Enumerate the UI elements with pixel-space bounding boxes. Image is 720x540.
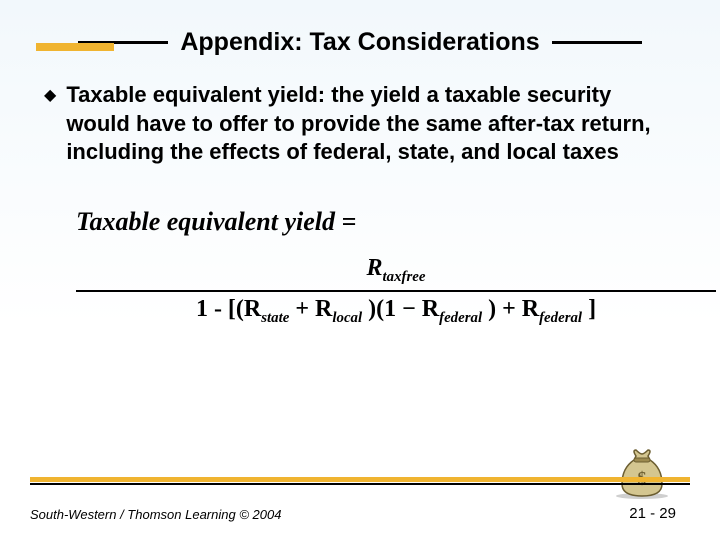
formula-denominator: 1 - [(Rstate + Rlocal )(1 − Rfederal ) +…: [196, 292, 596, 327]
den-sub-fed2: federal: [539, 309, 582, 325]
den-part-2: + R: [289, 296, 332, 322]
formula-fraction: Rtaxfree 1 - [(Rstate + Rlocal )(1 − Rfe…: [76, 255, 716, 327]
diamond-bullet-icon: ◆: [44, 81, 56, 109]
den-part-3: )(1 − R: [362, 296, 439, 322]
formula-numerator: Rtaxfree: [367, 255, 426, 290]
bullet-item: ◆ Taxable equivalent yield: the yield a …: [44, 81, 676, 167]
footer-gold-rule: [30, 477, 690, 482]
bullet-text: Taxable equivalent yield: the yield a ta…: [66, 81, 676, 167]
title-rule-right: [552, 41, 642, 44]
numerator-sub: taxfree: [383, 269, 426, 285]
den-sub-local: local: [332, 309, 362, 325]
den-part-5: ]: [582, 296, 596, 322]
den-part-4: ) + R: [482, 296, 539, 322]
title-accent-bar: [36, 43, 114, 51]
footer-copyright: South-Western / Thomson Learning © 2004: [30, 507, 281, 522]
den-sub-state: state: [261, 309, 289, 325]
money-bag-icon: $: [612, 448, 672, 500]
formula-lhs: Taxable equivalent yield =: [76, 207, 644, 237]
slide-title: Appendix: Tax Considerations: [180, 28, 539, 57]
den-part-1: 1 - [(R: [196, 296, 261, 322]
body-content: ◆ Taxable equivalent yield: the yield a …: [0, 57, 720, 326]
numerator-var: R: [367, 255, 383, 281]
den-sub-fed1: federal: [439, 309, 482, 325]
formula-block: Taxable equivalent yield = Rtaxfree 1 - …: [44, 207, 676, 327]
footer-black-rule: [30, 483, 690, 485]
footer-page-number: 21 - 29: [629, 505, 676, 522]
